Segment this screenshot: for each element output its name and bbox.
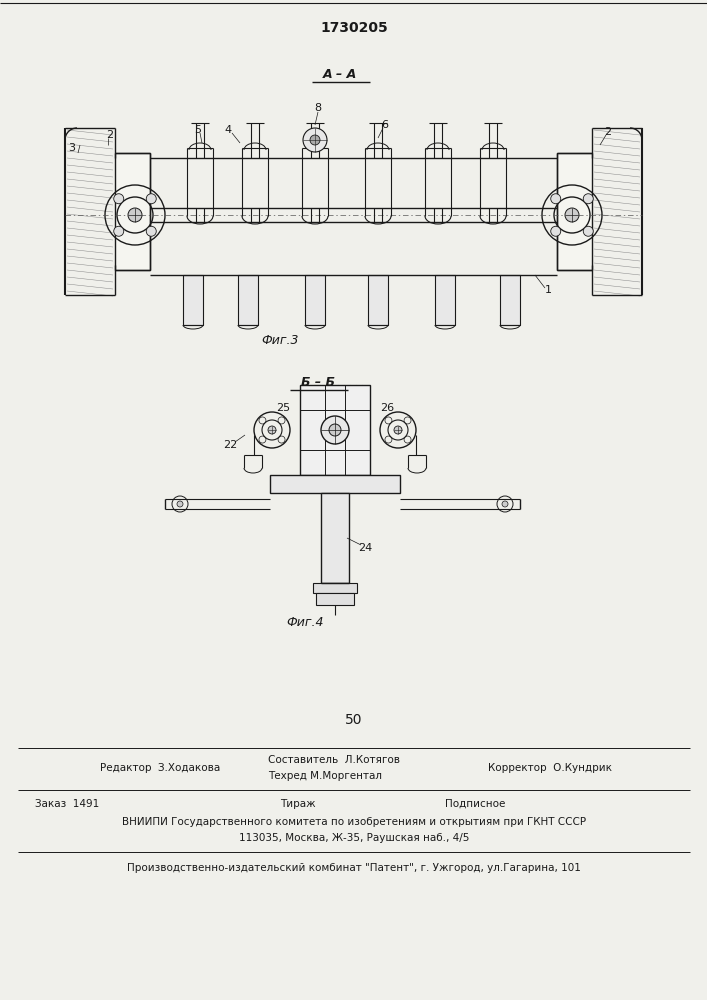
Text: Заказ  1491: Заказ 1491	[35, 799, 99, 809]
Text: 1730205: 1730205	[320, 21, 388, 35]
Circle shape	[114, 226, 124, 236]
Text: 4: 4	[224, 125, 232, 135]
Circle shape	[303, 128, 327, 152]
Bar	[270, 475, 400, 493]
Circle shape	[551, 194, 561, 204]
Circle shape	[502, 501, 508, 507]
Text: 22: 22	[223, 440, 237, 450]
Circle shape	[128, 208, 142, 222]
Bar	[321, 493, 349, 583]
Text: 8: 8	[315, 103, 322, 113]
Text: 25: 25	[276, 403, 290, 413]
Circle shape	[565, 208, 579, 222]
Circle shape	[268, 426, 276, 434]
Text: 1: 1	[544, 285, 551, 295]
Text: Фиг.4: Фиг.4	[286, 616, 324, 630]
Circle shape	[329, 424, 341, 436]
Bar	[500, 275, 520, 325]
Bar	[115, 153, 150, 270]
Text: 113035, Москва, Ж-35, Раушская наб., 4/5: 113035, Москва, Ж-35, Раушская наб., 4/5	[239, 833, 469, 843]
Text: 2: 2	[107, 130, 114, 140]
Text: 5: 5	[194, 125, 201, 135]
Text: 3: 3	[69, 143, 76, 153]
Circle shape	[146, 226, 156, 236]
Text: Корректор  О.Кундрик: Корректор О.Кундрик	[488, 763, 612, 773]
Bar	[305, 275, 325, 325]
Text: Фиг.3: Фиг.3	[262, 334, 299, 347]
Circle shape	[551, 226, 561, 236]
Bar	[435, 275, 455, 325]
Circle shape	[321, 416, 349, 444]
Text: Техред М.Моргентал: Техред М.Моргентал	[268, 771, 382, 781]
Bar	[183, 275, 203, 325]
Circle shape	[177, 501, 183, 507]
Circle shape	[146, 194, 156, 204]
Text: Тираж: Тираж	[280, 799, 315, 809]
Text: Редактор  З.Ходакова: Редактор З.Ходакова	[100, 763, 221, 773]
Bar	[238, 275, 258, 325]
Circle shape	[583, 226, 593, 236]
Circle shape	[114, 194, 124, 204]
Bar	[313, 583, 357, 593]
Text: 2: 2	[604, 127, 612, 137]
Text: Б – Б: Б – Б	[301, 376, 335, 389]
Text: Составитель  Л.Котягов: Составитель Л.Котягов	[268, 755, 400, 765]
Bar	[316, 593, 354, 605]
Text: 24: 24	[358, 543, 372, 553]
Text: 26: 26	[380, 403, 394, 413]
Text: 6: 6	[382, 120, 389, 130]
Text: 50: 50	[345, 713, 363, 727]
Text: Производственно-издательский комбинат "Патент", г. Ужгород, ул.Гагарина, 101: Производственно-издательский комбинат "П…	[127, 863, 581, 873]
Bar	[300, 385, 370, 475]
Bar	[557, 153, 592, 270]
Text: ВНИИПИ Государственного комитета по изобретениям и открытиям при ГКНТ СССР: ВНИИПИ Государственного комитета по изоб…	[122, 817, 586, 827]
Circle shape	[310, 135, 320, 145]
Circle shape	[583, 194, 593, 204]
Text: Подписное: Подписное	[445, 799, 506, 809]
Circle shape	[394, 426, 402, 434]
Bar	[368, 275, 388, 325]
Text: А – А: А – А	[323, 68, 357, 82]
